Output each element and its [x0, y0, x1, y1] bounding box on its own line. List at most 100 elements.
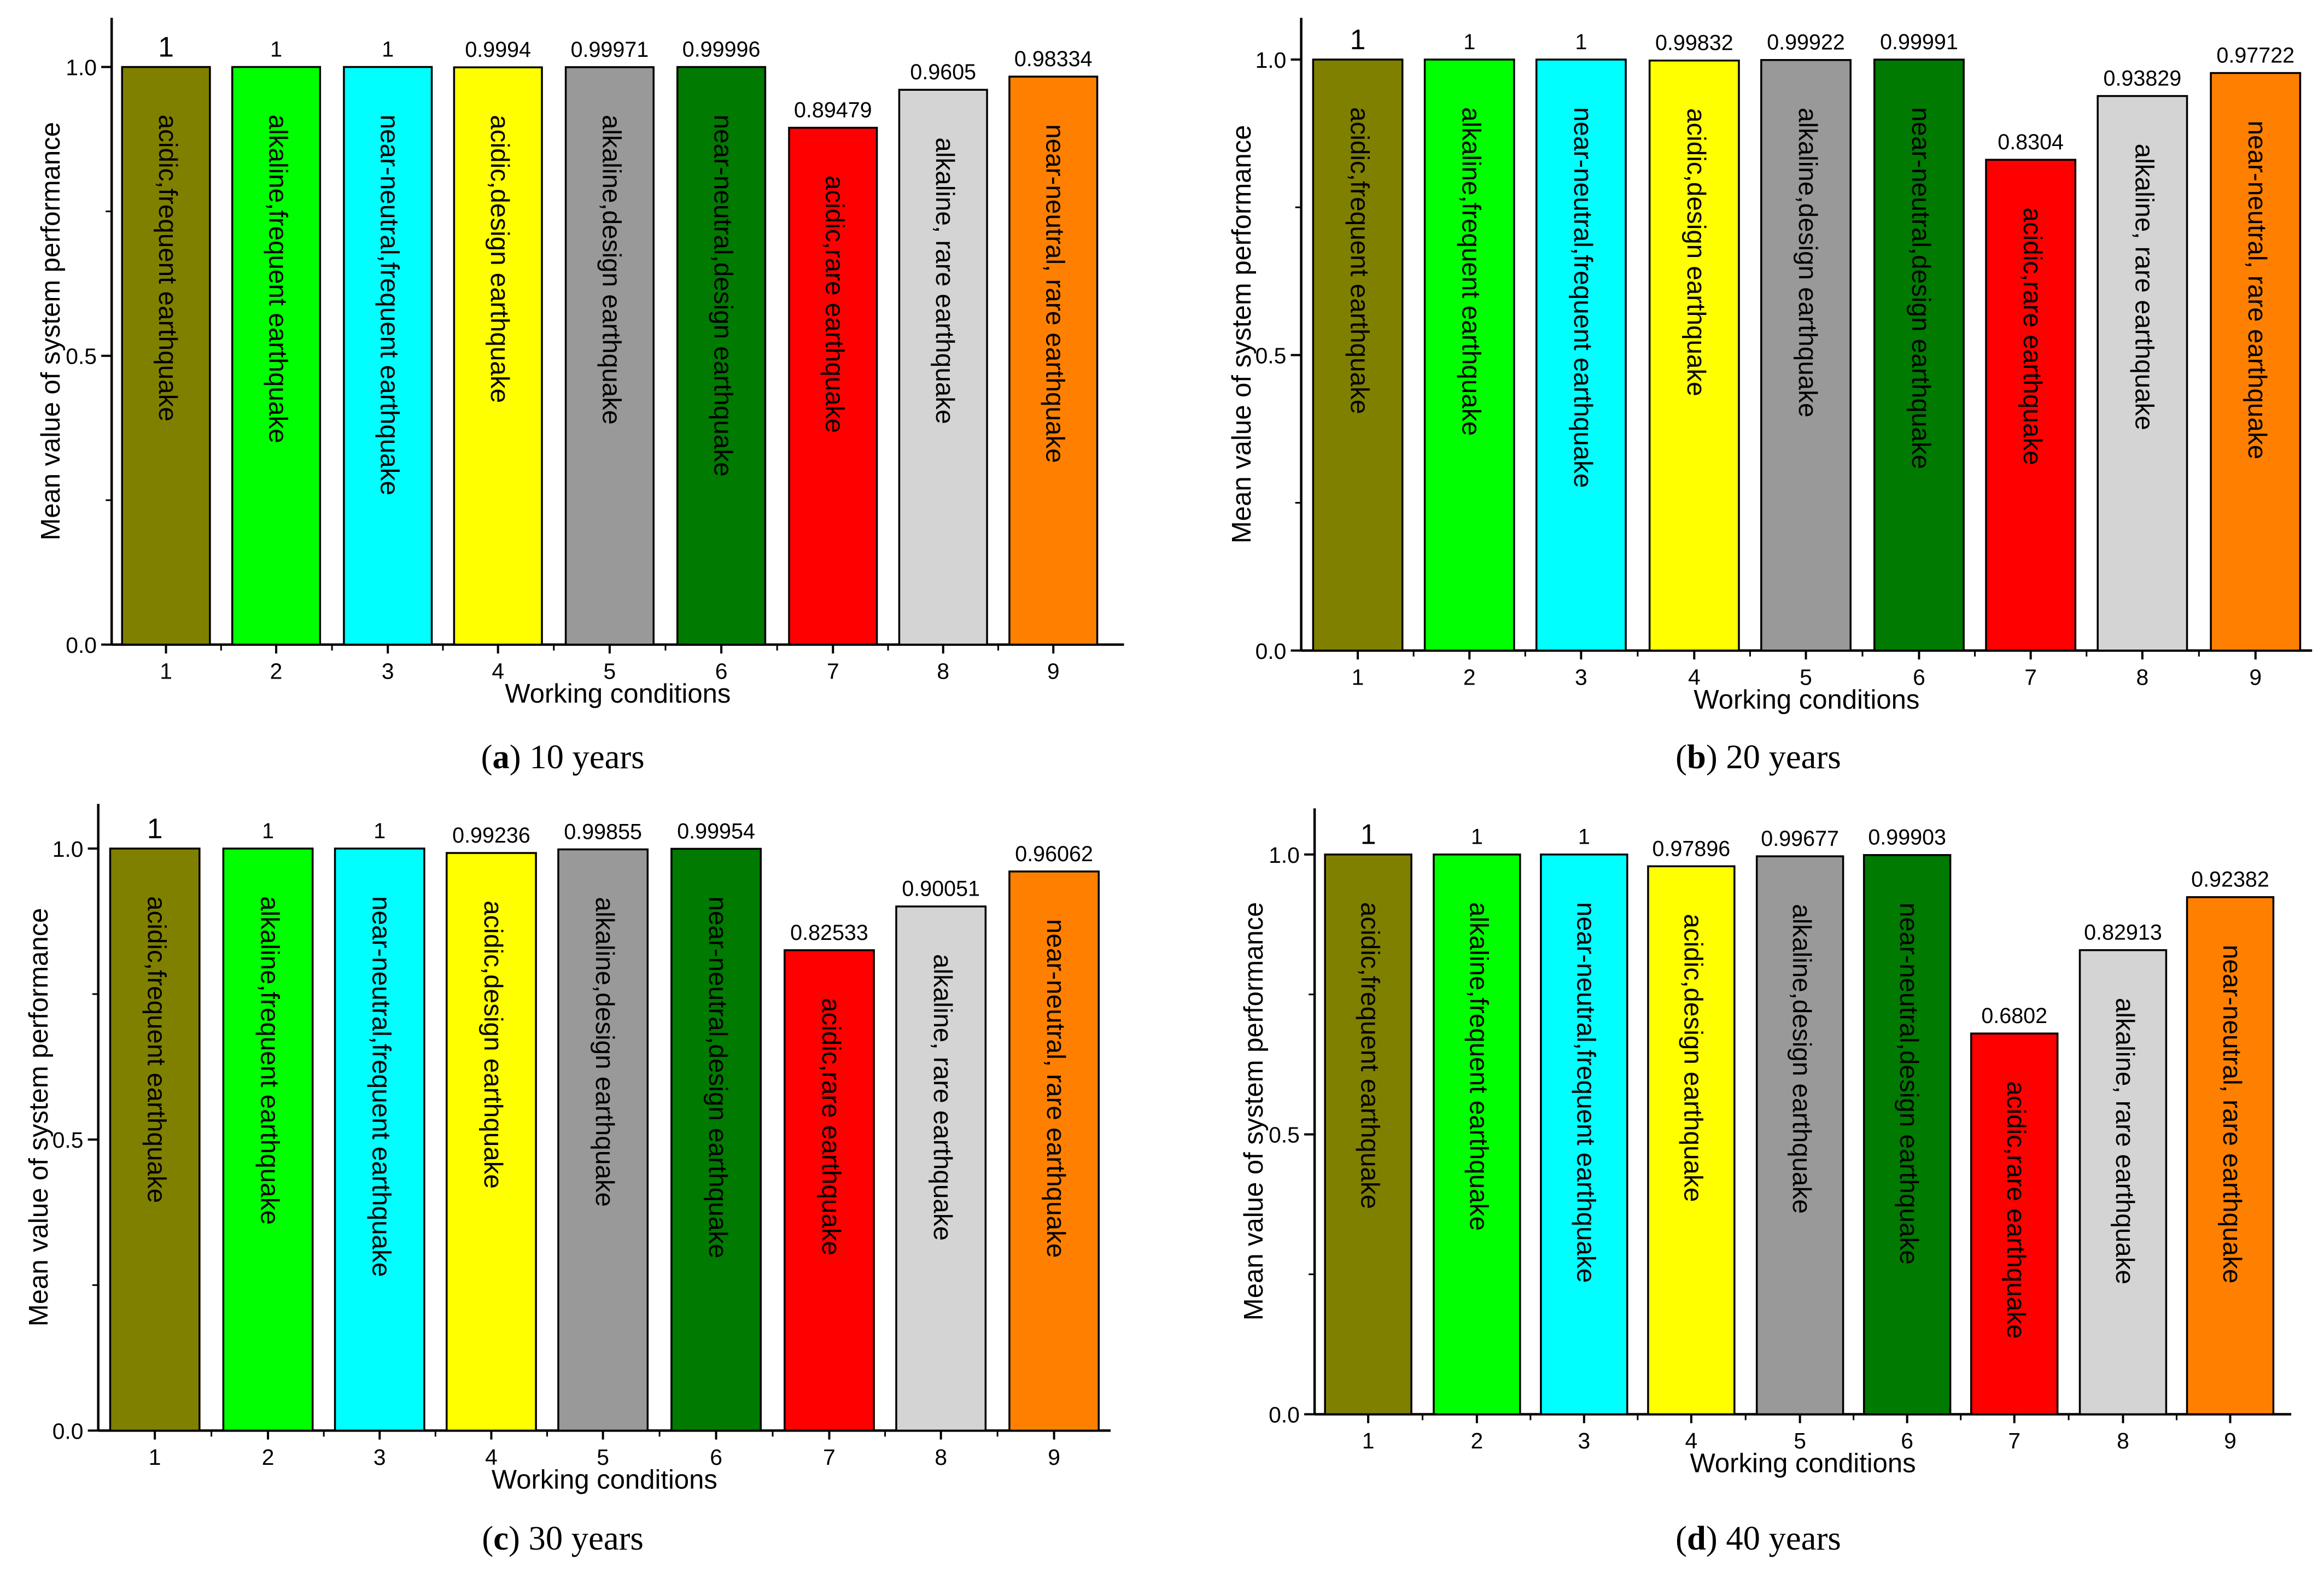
- bar-8: [2078, 949, 2168, 1416]
- y-axis-title: Mean value of system performance: [24, 908, 54, 1326]
- x-tick-label: 2: [1470, 1428, 1483, 1453]
- data-label: 0.99922: [1767, 31, 1845, 55]
- x-tick-label: 1: [160, 659, 172, 684]
- bar-2: [1423, 59, 1515, 652]
- x-tick-label: 3: [382, 659, 394, 684]
- data-label: 1: [373, 819, 386, 843]
- data-label: 0.99236: [452, 823, 530, 848]
- bar-name-label: acidic,frequent earthquake: [153, 115, 182, 422]
- x-tick-label: 1: [1352, 664, 1364, 689]
- x-tick-label: 8: [935, 1445, 947, 1470]
- bar-6: [676, 66, 767, 646]
- bar-1: [1312, 59, 1404, 652]
- x-tick-label: 2: [270, 659, 283, 684]
- x-tick-label: 4: [1685, 1428, 1698, 1453]
- x-tick-label: 5: [1794, 1428, 1806, 1453]
- y-tick-label: 0.0: [1269, 1402, 1300, 1427]
- bar-name-label: near-neutral,frequent earthquake: [367, 896, 396, 1277]
- y-tick-label: 1.0: [66, 55, 97, 80]
- bar-9: [2186, 896, 2275, 1416]
- bar-name-label: acidic,design earthquake: [478, 901, 507, 1189]
- bar-name-label: alkaline, rare earthquake: [2110, 998, 2139, 1284]
- bar-name-label: acidic,rare earthquake: [816, 998, 845, 1255]
- bar-6: [1873, 59, 1965, 652]
- x-tick-label: 8: [2136, 664, 2148, 689]
- panel-caption: (d) 40 years: [1675, 1519, 1841, 1557]
- x-tick-label: 3: [1578, 1428, 1591, 1453]
- bar-1: [109, 848, 201, 1432]
- y-axis-title: Mean value of system performance: [36, 122, 66, 540]
- bar-7: [788, 126, 878, 646]
- data-label: 0.93829: [2104, 67, 2182, 91]
- y-tick-label: 1.0: [52, 837, 84, 862]
- bar-2: [231, 66, 322, 646]
- data-label: 0.99855: [564, 820, 642, 844]
- panel-caption: (b) 20 years: [1675, 738, 1841, 776]
- bar-name-label: near-neutral,frequent earthquake: [1571, 902, 1600, 1283]
- bar-name-label: alkaline,frequent earthquake: [1464, 902, 1493, 1231]
- x-tick-label: 1: [149, 1445, 161, 1470]
- bar-name-label: near-neutral,frequent earthquake: [375, 115, 404, 495]
- data-label: 0.9994: [465, 38, 531, 62]
- bar-name-label: alkaline,frequent earthquake: [263, 115, 292, 443]
- data-label: 0.9605: [910, 60, 976, 84]
- y-axis-title: Mean value of system performance: [1239, 902, 1269, 1320]
- y-axis-title: Mean value of system performance: [1227, 125, 1257, 544]
- bar-name-label: alkaline,design earthquake: [590, 897, 619, 1207]
- x-tick-label: 6: [1913, 664, 1925, 689]
- panel-caption: (c) 30 years: [482, 1519, 644, 1557]
- data-label: 0.98334: [1014, 47, 1093, 71]
- bar-2: [222, 848, 314, 1432]
- data-label: 0.99903: [1868, 826, 1946, 850]
- y-tick-label: 0.0: [52, 1418, 84, 1444]
- data-label: 0.97896: [1653, 837, 1731, 861]
- panel-caption-text: 30 years: [520, 1519, 644, 1557]
- panel-caption-letter: b: [1687, 738, 1706, 776]
- bar-5: [557, 848, 649, 1432]
- bar-name-label: alkaline,frequent earthquake: [255, 896, 284, 1225]
- data-label: 1: [262, 819, 274, 843]
- bar-3: [1535, 59, 1627, 652]
- panel-caption: (a) 10 years: [481, 738, 645, 776]
- bar-8: [2097, 95, 2188, 652]
- x-tick-label: 5: [1800, 664, 1812, 689]
- data-label: 1: [1471, 825, 1483, 849]
- bar-name-label: acidic,rare earthquake: [2018, 207, 2047, 465]
- x-tick-label: 2: [262, 1445, 275, 1470]
- bar-5: [1760, 59, 1852, 652]
- data-label: 0.99996: [682, 38, 761, 62]
- bar-name-label: acidic,frequent earthquake: [1356, 902, 1385, 1209]
- data-label: 1: [147, 813, 163, 844]
- x-tick-label: 8: [2117, 1428, 2129, 1453]
- bar-name-label: alkaline, rare earthquake: [928, 954, 957, 1241]
- x-tick-label: 9: [1047, 659, 1060, 684]
- x-tick-label: 4: [492, 659, 504, 684]
- x-tick-label: 7: [827, 659, 839, 684]
- bar-name-label: near-neutral,design earthquake: [709, 115, 738, 477]
- bar-name-label: alkaline,design earthquake: [597, 115, 626, 425]
- bar-7: [1985, 159, 2077, 652]
- bar-name-label: near-neutral,design earthquake: [1906, 107, 1935, 469]
- x-tick-label: 7: [2008, 1428, 2021, 1453]
- data-label: 1: [1360, 819, 1376, 850]
- x-tick-label: 7: [823, 1445, 836, 1470]
- bar-name-label: near-neutral, rare earthquake: [2217, 945, 2246, 1284]
- bar-3: [1540, 854, 1628, 1416]
- x-tick-label: 8: [937, 659, 949, 684]
- x-tick-label: 9: [2224, 1428, 2237, 1453]
- chart-panel-a: 0.0 0.5 1.0 1 1 acidic,frequent earthquake 2 1 a…: [36, 17, 1124, 776]
- y-tick-label: 0.0: [1256, 639, 1287, 664]
- x-axis-title: Working conditions: [505, 679, 731, 709]
- x-tick-label: 4: [1688, 664, 1701, 689]
- bar-7: [1970, 1032, 2059, 1416]
- bar-8: [898, 89, 988, 646]
- panel-caption-letter: d: [1687, 1519, 1706, 1557]
- data-label: 0.92382: [2191, 868, 2269, 892]
- x-axis-title: Working conditions: [492, 1465, 717, 1495]
- data-label: 0.90051: [902, 877, 980, 901]
- data-label: 0.99677: [1761, 827, 1839, 851]
- chart-panel-c: 0.0 0.5 1.0 1 1 acidic,frequent earthquake 2 1 a…: [24, 804, 1111, 1557]
- y-tick-label: 1.0: [1256, 48, 1287, 73]
- bar-3: [334, 848, 425, 1432]
